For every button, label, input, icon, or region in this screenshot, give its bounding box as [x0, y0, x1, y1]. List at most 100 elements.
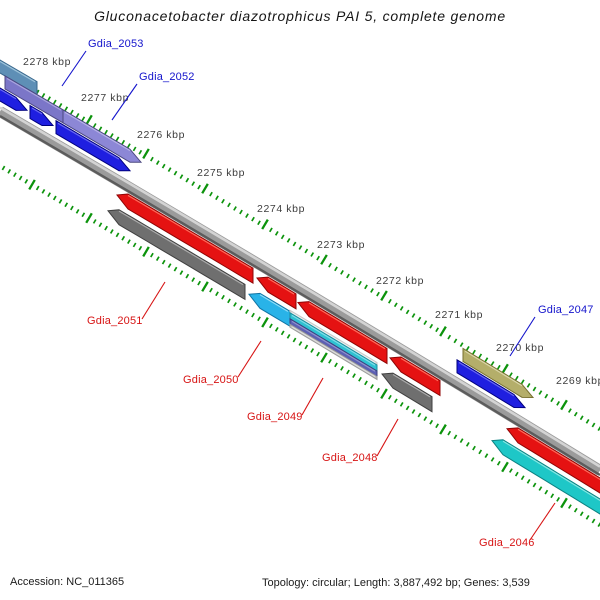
scale-tick: [388, 298, 392, 304]
gene-arrow-Gdia_2053-highlight: [6, 77, 62, 111]
scale-tick: [376, 291, 380, 297]
gene-label[interactable]: Gdia_2053: [88, 38, 144, 50]
scale-tick: [346, 369, 350, 375]
scale-tick: [58, 102, 63, 108]
scale-tick: [81, 212, 86, 218]
scale-tick: [127, 239, 131, 244]
genome-backbone-highlight: [0, 106, 600, 468]
scale-tick: [191, 181, 196, 186]
scale-tick: [459, 438, 464, 443]
gene-arrow-Gdia_2046[interactable]: [506, 427, 600, 502]
gene-arrow-highlight: [392, 374, 431, 398]
scale-label: 2274 kbp: [257, 203, 305, 215]
gene-label[interactable]: Gdia_2052: [139, 71, 195, 83]
gene-label[interactable]: Gdia_2050: [183, 374, 239, 386]
scale-tick: [138, 149, 143, 155]
scale-tick: [453, 338, 458, 344]
scale-tick: [472, 349, 476, 355]
label-leader-line: [111, 83, 138, 121]
scale-tick: [560, 497, 568, 509]
gene-label[interactable]: Gdia_2049: [247, 411, 303, 423]
scale-tick: [115, 136, 120, 142]
scale-tick: [155, 256, 160, 262]
scale-tick: [132, 146, 137, 152]
genome-backbone-shadow: [0, 114, 600, 477]
scale-tick: [298, 245, 303, 250]
scale-tick: [544, 393, 549, 399]
scale-tick: [380, 290, 388, 302]
scale-tick: [215, 291, 219, 297]
gene-arrow-Gdia_2048[interactable]: [389, 356, 441, 397]
gene-label[interactable]: Gdia_2051: [87, 315, 143, 327]
scale-tick: [138, 245, 143, 251]
scale-tick: [591, 518, 596, 524]
scale-tick: [423, 416, 428, 421]
scale-tick: [484, 453, 489, 459]
scale-tick: [478, 353, 483, 359]
scale-tick: [132, 242, 137, 248]
label-leader-line: [529, 502, 556, 541]
scale-tick: [310, 348, 315, 353]
gene-label[interactable]: Gdia_2048: [322, 452, 378, 464]
scale-tick: [28, 179, 36, 191]
scale-tick: [81, 116, 86, 122]
scale-tick: [520, 379, 525, 385]
scale-tick: [568, 504, 572, 509]
gene-arrow-Gdia_2052-highlight: [64, 111, 131, 152]
scale-tick: [47, 96, 51, 102]
scale-tick: [399, 306, 404, 311]
scale-tick: [526, 478, 531, 484]
gene-arrow-highlight: [458, 361, 515, 397]
scale-tick: [179, 270, 184, 275]
scale-tick: [64, 106, 69, 112]
scale-tick: [459, 342, 464, 347]
label-leader-line: [237, 340, 262, 378]
scale-tick: [532, 386, 537, 392]
scale-tick: [179, 174, 184, 179]
scale-tick: [274, 327, 279, 332]
scale-tick: [514, 375, 519, 381]
scale-tick: [453, 434, 458, 440]
scale-tick: [573, 507, 578, 513]
scale-tick: [328, 358, 332, 364]
scale-tick: [591, 422, 596, 428]
scale-tick: [286, 238, 291, 243]
scale-tick: [364, 380, 368, 386]
gene-arrow-Gdia_2050[interactable]: [256, 276, 297, 310]
gene-arrow-Gdia_2049[interactable]: [297, 301, 388, 365]
gene-arrow-Gdia_2047-highlight: [464, 350, 523, 387]
scale-label: 2269 kbp: [556, 375, 600, 387]
label-leader-line: [61, 50, 87, 87]
scale-tick: [316, 351, 320, 357]
scale-tick: [298, 341, 303, 346]
scale-tick: [411, 409, 416, 414]
scale-tick: [447, 430, 452, 436]
scale-tick: [465, 346, 470, 351]
scale-tick: [185, 177, 190, 183]
gene-arrow-Gdia_2051[interactable]: [116, 193, 254, 285]
scale-label: 2272 kbp: [376, 275, 424, 287]
scale-tick: [150, 156, 154, 162]
scale-tick: [185, 273, 190, 279]
gene-label[interactable]: Gdia_2047: [538, 304, 594, 316]
scale-tick: [245, 309, 249, 314]
scale-tick: [472, 445, 476, 451]
scale-tick: [109, 229, 114, 234]
scale-tick: [70, 205, 74, 211]
scale-tick: [352, 277, 356, 283]
scale-tick: [340, 270, 344, 275]
scale-tick: [92, 123, 97, 128]
scale-tick: [484, 357, 489, 363]
scale-tick: [1, 165, 6, 171]
scale-tick: [538, 486, 543, 491]
scale-tick: [304, 344, 309, 350]
gene-arrow[interactable]: [107, 209, 246, 301]
scale-tick: [399, 402, 404, 407]
gene-label[interactable]: Gdia_2046: [479, 537, 535, 549]
scale-tick: [465, 442, 470, 447]
scale-tick: [520, 475, 525, 481]
gene-arrow-highlight: [0, 88, 17, 100]
scale-tick: [173, 170, 178, 176]
gene-arrow[interactable]: [381, 372, 433, 413]
gene-arrow[interactable]: [491, 439, 600, 523]
